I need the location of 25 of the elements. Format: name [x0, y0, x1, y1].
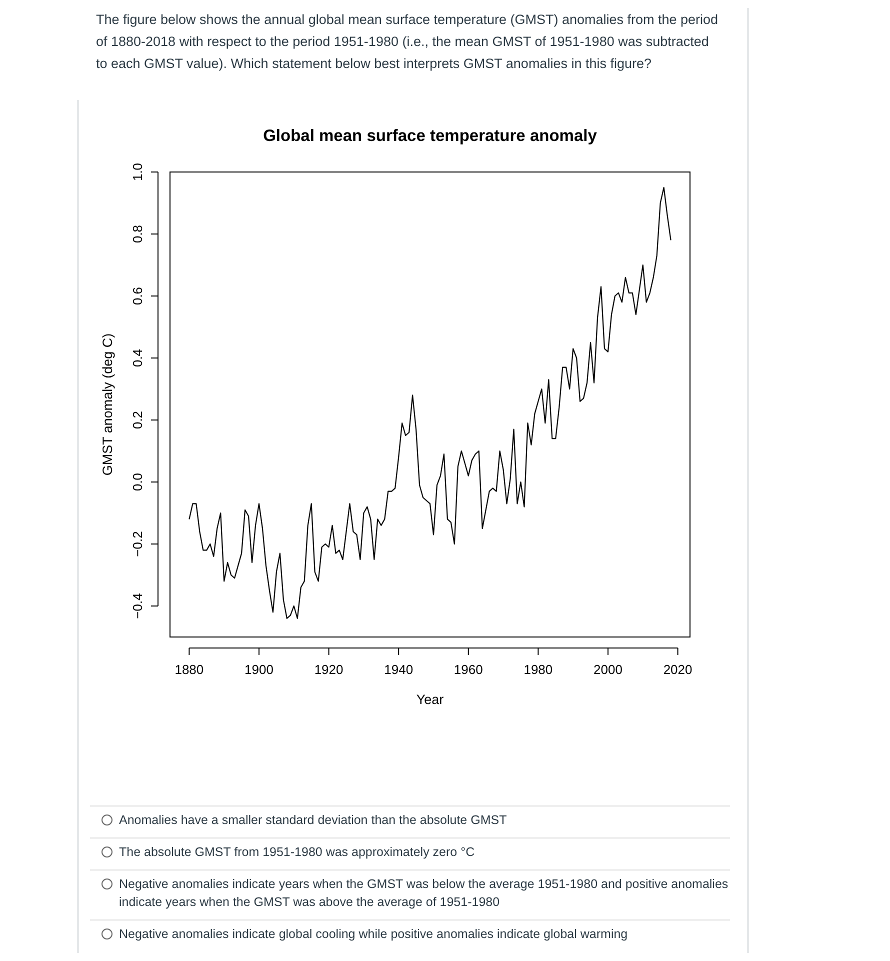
x-tick-label: 1940: [384, 662, 414, 677]
x-tick-label: 1900: [244, 662, 274, 677]
x-tick-label: 1920: [314, 662, 344, 677]
y-axis-title: GMST anomaly (deg C): [100, 333, 115, 476]
y-tick-label: 0.0: [130, 472, 145, 492]
x-tick-label: 1980: [524, 662, 553, 677]
text: The figure below shows the annual global mean surface temperature (GMST) anomalies from the period of 1880-2018 with respect to the period 1951-1980 (i.e., the mean GMST of 1951-1980 was subtracted to each GMST value). Which statement below best interprets GMST anomalies in this figure?: [96, 12, 718, 71]
y-tick-label: 0.8: [130, 224, 145, 244]
x-axis-title: Year: [416, 692, 444, 707]
y-tick-label: 0.6: [130, 286, 145, 306]
y-tick-label: −0.2: [130, 531, 145, 557]
text: Negative anomalies indicate years when the GMST was below the average 1951-1980 and positive anomalies indicate years when the GMST was above the average of 1951-1980: [119, 877, 728, 909]
x-tick-label: 2020: [663, 662, 692, 677]
x-tick-label: 1880: [174, 662, 204, 677]
y-tick-label: 1.0: [130, 162, 145, 182]
chart-title: Global mean surface temperature anomaly: [263, 127, 598, 145]
line-series: [188, 186, 672, 619]
y-tick-label: 0.4: [130, 348, 145, 368]
text: The absolute GMST from 1951-1980 was approximately zero °C: [119, 845, 475, 859]
y-tick-label: 0.2: [130, 410, 145, 430]
x-tick-label: 1960: [454, 662, 483, 677]
text: Anomalies have a smaller standard deviation than the absolute GMST: [119, 813, 508, 827]
text: Negative anomalies indicate global cooling while positive anomalies indicate global warming: [119, 927, 628, 941]
x-tick-label: 2000: [594, 662, 622, 677]
y-tick-label: −0.4: [130, 593, 145, 619]
